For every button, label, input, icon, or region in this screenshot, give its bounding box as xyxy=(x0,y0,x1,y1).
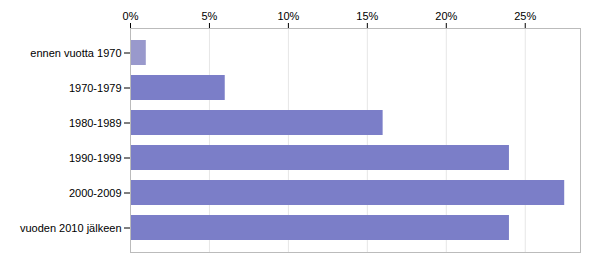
svg-text:5%: 5% xyxy=(201,10,217,22)
svg-text:1990-1999: 1990-1999 xyxy=(69,152,122,164)
svg-text:2000-2009: 2000-2009 xyxy=(69,187,122,199)
svg-text:10%: 10% xyxy=(277,10,299,22)
svg-text:1980-1989: 1980-1989 xyxy=(69,117,122,129)
svg-text:1970-1979: 1970-1979 xyxy=(69,82,122,94)
svg-text:ennen vuotta 1970: ennen vuotta 1970 xyxy=(30,47,121,59)
svg-text:0%: 0% xyxy=(123,10,139,22)
svg-text:20%: 20% xyxy=(435,10,457,22)
svg-text:vuoden 2010 jälkeen: vuoden 2010 jälkeen xyxy=(20,222,122,234)
svg-text:15%: 15% xyxy=(356,10,378,22)
svg-text:25%: 25% xyxy=(514,10,536,22)
